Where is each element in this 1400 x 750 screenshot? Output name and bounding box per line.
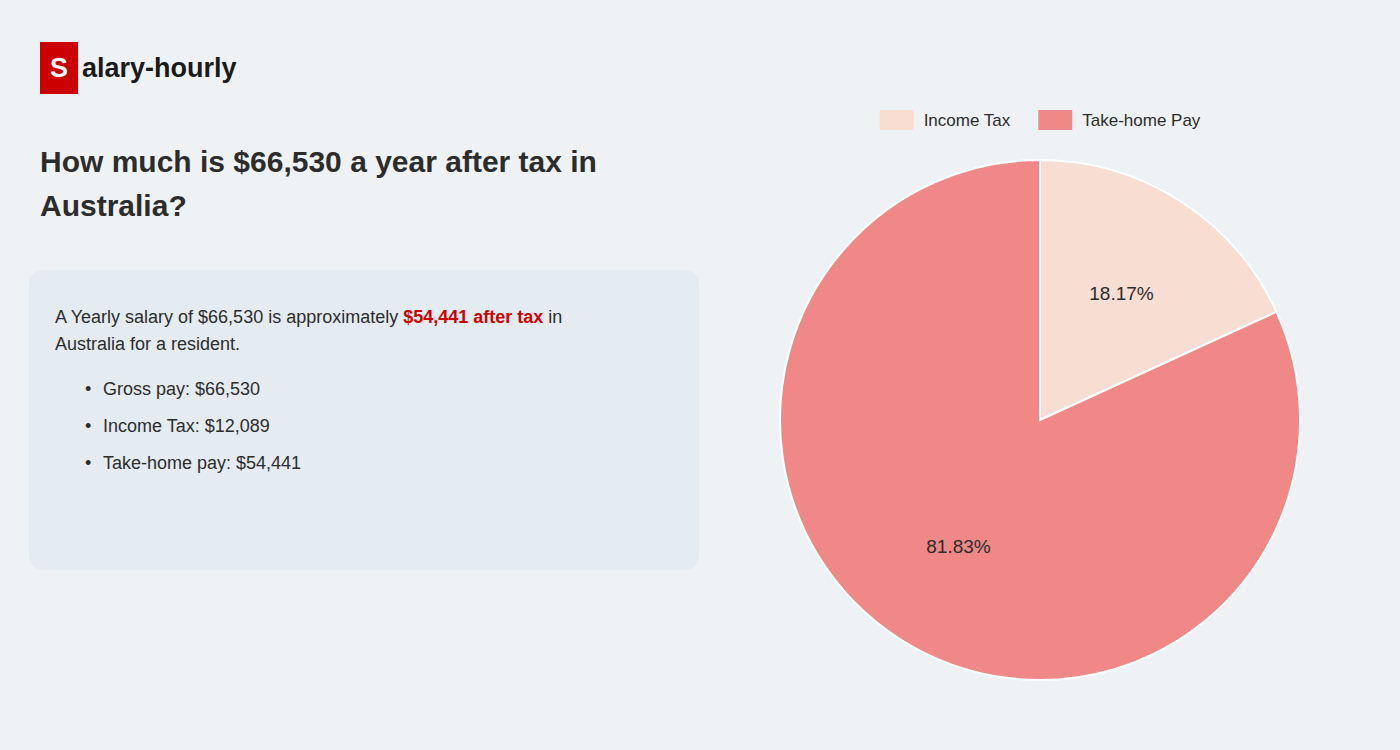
bullet-item: •Take-home pay: $54,441 [55,450,673,477]
info-text: Gross pay: $66,530 [103,379,260,399]
info-text: Take-home pay: $54,441 [103,453,301,473]
text-panel: Salary-hourly How much is $66,530 a year … [0,0,720,750]
logo: Salary-hourly [40,42,237,94]
bullet: • [85,450,103,477]
info-line: A Yearly salary of $66,530 is approximat… [55,304,673,331]
logo-box: S [40,42,78,94]
title: How much is $66,530 a year after tax in … [40,140,690,227]
chart-panel: 18.17% 81.83% Income Tax Take-home Pay [720,0,1380,750]
legend-item: Take-home Pay [1038,110,1201,130]
bullet-item: •Gross pay: $66,530 [55,376,673,403]
info-text: A Yearly salary of $66,530 is approximat… [55,307,403,327]
info-text: Income Tax: $12,089 [103,416,270,436]
data-label: 18.17% [1089,283,1154,304]
info-text: $54,441 after tax [403,307,543,327]
info-text: Australia for a resident. [55,334,240,354]
legend: Income Tax Take-home Pay [880,110,1201,130]
legend-label: Income Tax [924,111,1011,130]
legend-label: Take-home Pay [1082,111,1201,130]
info-text: in [543,307,562,327]
bullet: • [85,376,103,403]
data-label: 81.83% [926,536,991,557]
legend-swatch [1038,110,1072,130]
data-labels: 18.17% 81.83% [926,283,1154,558]
legend-item: Income Tax [880,110,1011,130]
slices [780,160,1300,680]
bullet: • [85,413,103,440]
info-line: Australia for a resident. [55,331,673,358]
info-box: A Yearly salary of $66,530 is approximat… [29,270,699,570]
logo-text: alary-hourly [82,53,237,84]
pie-slice [780,160,1300,680]
legend-swatch [880,110,914,130]
pie-chart: 18.17% 81.83% Income Tax Take-home Pay [720,0,1380,750]
bullet-item: •Income Tax: $12,089 [55,413,673,440]
